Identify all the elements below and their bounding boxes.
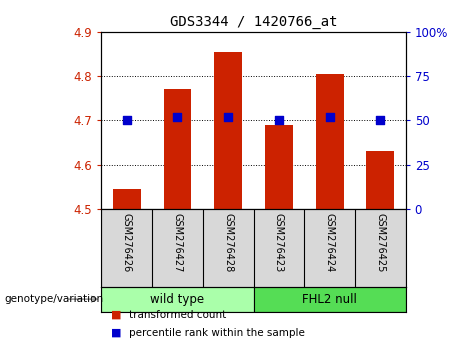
- Point: [225, 114, 232, 120]
- Text: ■: ■: [111, 328, 121, 338]
- Text: GSM276426: GSM276426: [122, 213, 132, 272]
- Bar: [366, 151, 394, 209]
- Bar: [164, 89, 191, 209]
- Point: [377, 118, 384, 123]
- Point: [123, 118, 130, 123]
- Point: [174, 114, 181, 120]
- Text: GSM276425: GSM276425: [375, 213, 385, 272]
- Point: [275, 118, 283, 123]
- Bar: [101, 287, 254, 312]
- Text: wild type: wild type: [150, 293, 205, 306]
- Text: GSM276427: GSM276427: [172, 213, 183, 272]
- Point: [326, 114, 333, 120]
- Bar: [254, 287, 406, 312]
- Bar: [316, 74, 343, 209]
- Text: GSM276423: GSM276423: [274, 213, 284, 272]
- Bar: [113, 189, 141, 209]
- Text: ■: ■: [111, 310, 121, 320]
- Text: genotype/variation: genotype/variation: [5, 294, 104, 304]
- Text: percentile rank within the sample: percentile rank within the sample: [129, 328, 305, 338]
- Text: GSM276428: GSM276428: [223, 213, 233, 272]
- Bar: [214, 52, 242, 209]
- Text: FHL2 null: FHL2 null: [302, 293, 357, 306]
- Bar: [265, 125, 293, 209]
- Text: GSM276424: GSM276424: [325, 213, 335, 272]
- Text: transformed count: transformed count: [129, 310, 226, 320]
- Title: GDS3344 / 1420766_at: GDS3344 / 1420766_at: [170, 16, 337, 29]
